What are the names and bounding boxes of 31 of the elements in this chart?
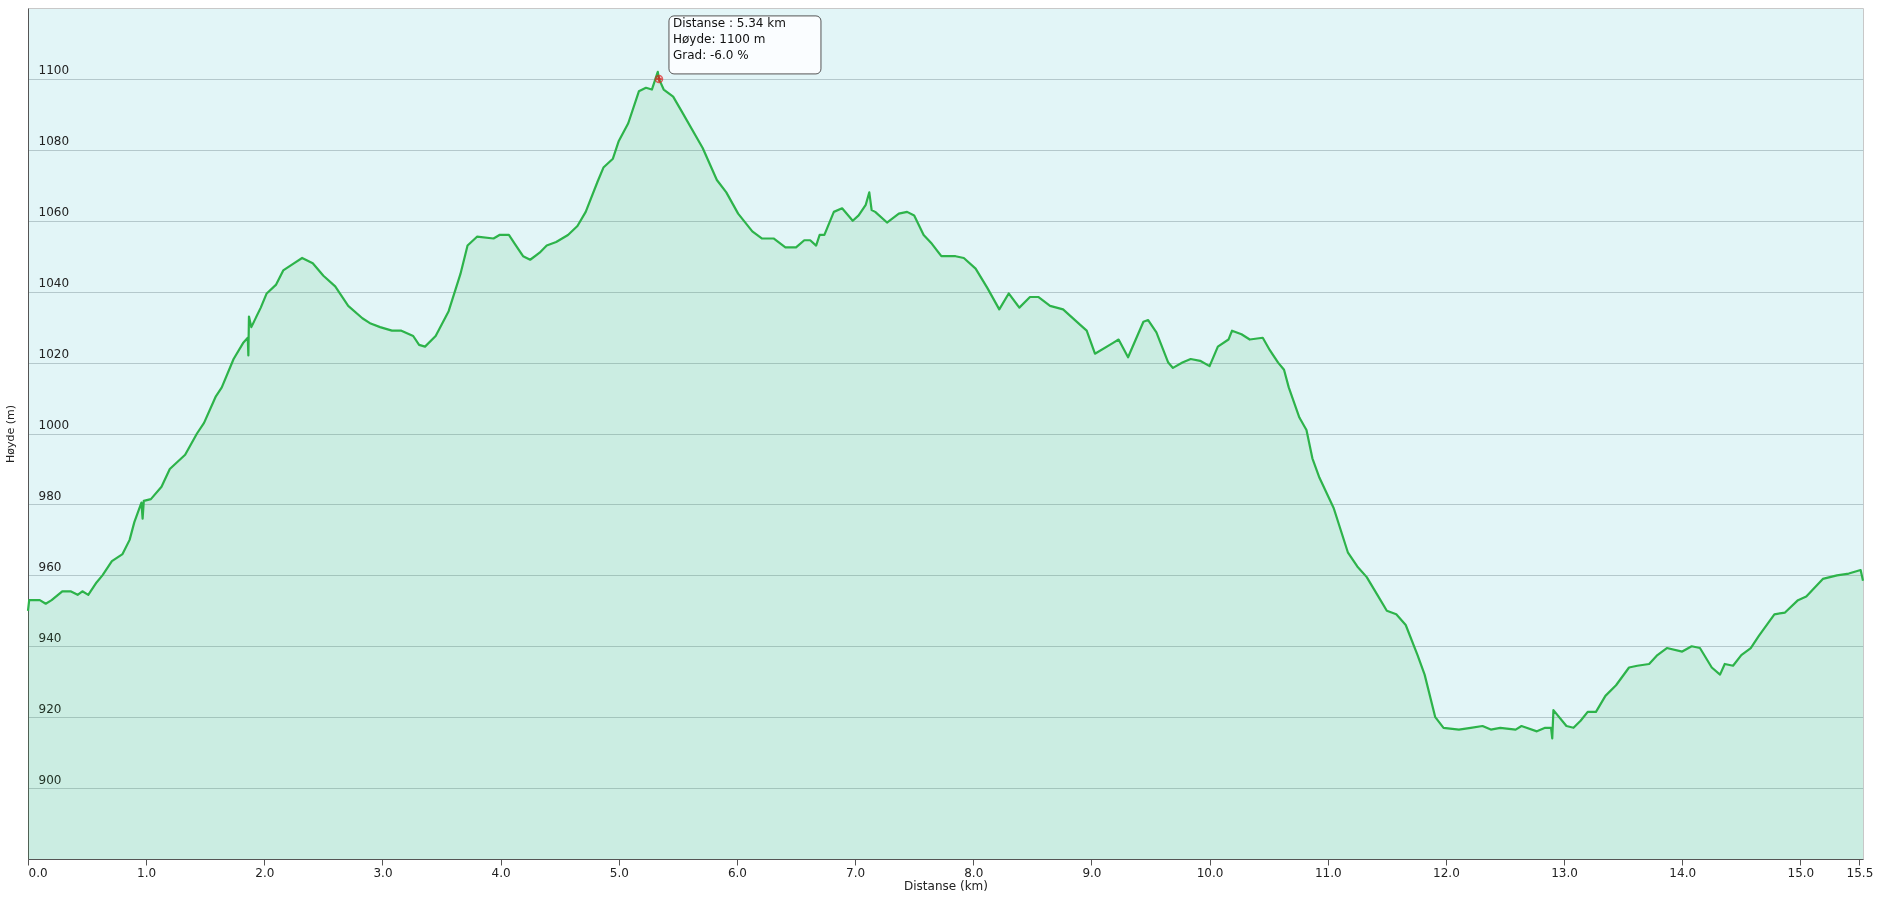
y-tick-label: 1060 <box>38 205 70 220</box>
x-tick-label: 6.0 <box>727 865 747 880</box>
y-tick-label: 940 <box>38 630 62 645</box>
y-tick-label: 960 <box>38 559 62 574</box>
x-tick-label: 10.0 <box>1196 865 1224 880</box>
y-tick-label: 1040 <box>38 276 70 291</box>
y-tick-label: 900 <box>38 772 62 787</box>
y-tick-label: 1020 <box>38 347 70 362</box>
x-tick-label: 11.0 <box>1314 865 1342 880</box>
x-tick-label: 3.0 <box>373 865 393 880</box>
annotation: Distanse : 5.34 km Høyde: 1100 m Grad: -6.0 % <box>672 15 786 62</box>
x-tick-label: 15.0 <box>1787 865 1815 880</box>
x-tick-label: 9.0 <box>1082 865 1102 880</box>
x-tick-label: 15.5 <box>1846 865 1874 880</box>
y-tick-label: 980 <box>38 488 62 503</box>
x-axis-title: Distanse (km) <box>904 878 988 893</box>
x-tick-label: 5.0 <box>609 865 629 880</box>
y-axis-title: Høyde (m) <box>3 404 17 464</box>
y-tick-label: 1100 <box>38 63 70 78</box>
x-tick-label: 12.0 <box>1433 865 1460 880</box>
x-tick-label: 8.0 <box>964 865 984 880</box>
x-tick-label: 14.0 <box>1669 865 1697 880</box>
x-tick-label: 0.0 <box>28 865 48 880</box>
y-tick-label: 1080 <box>38 134 70 149</box>
y-tick-label: 920 <box>38 701 62 716</box>
y-tick-label: 1000 <box>38 418 70 432</box>
x-tick-label: 1.0 <box>137 865 157 880</box>
x-tick-label: 13.0 <box>1551 865 1578 880</box>
x-tick-label: 2.0 <box>255 865 275 880</box>
x-tick-label: 4.0 <box>491 865 511 880</box>
x-tick-label: 7.0 <box>846 865 866 880</box>
